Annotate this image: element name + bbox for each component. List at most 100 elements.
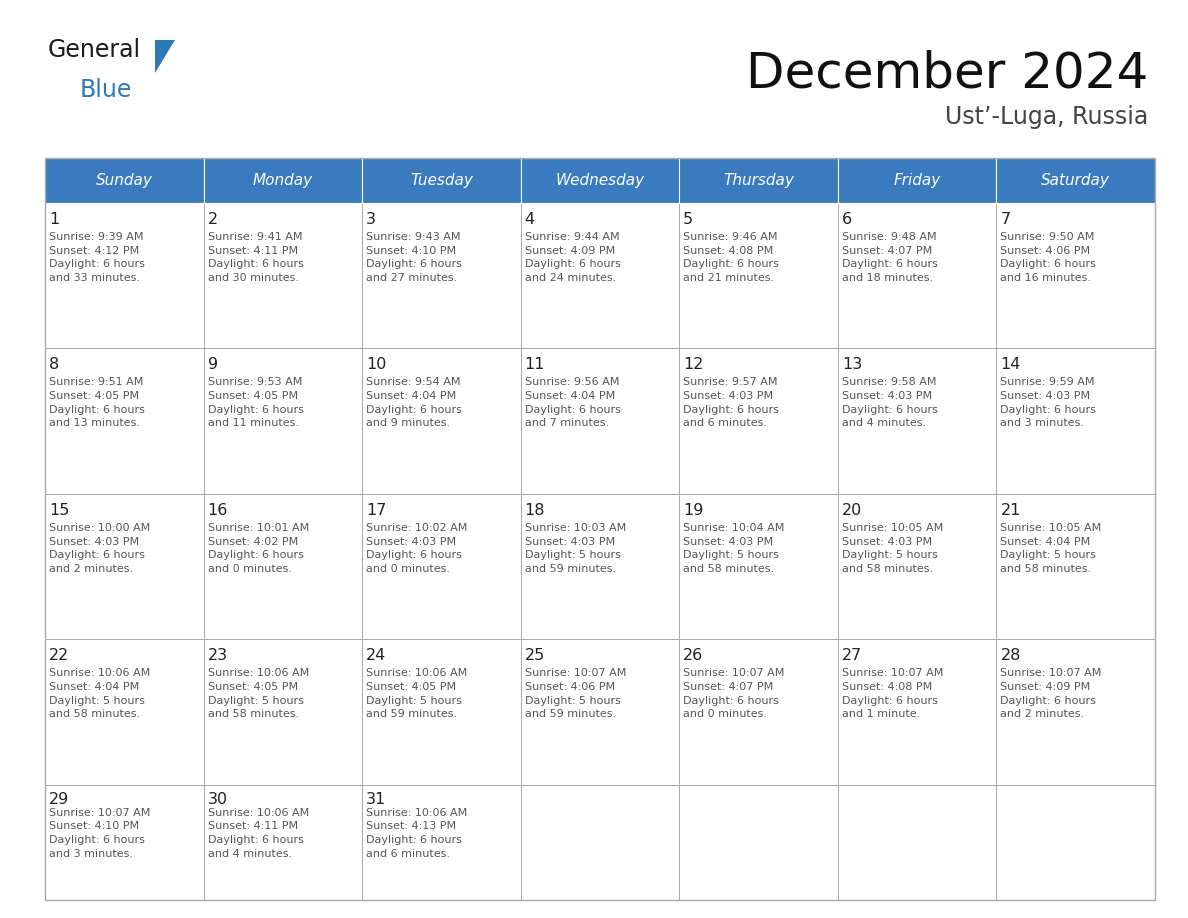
Bar [362, 203, 520, 348]
Text: Sunrise: 9:54 AM
Sunset: 4:04 PM
Daylight: 6 hours
and 9 minutes.: Sunrise: 9:54 AM Sunset: 4:04 PM Dayligh… [366, 377, 462, 429]
Text: 27: 27 [842, 648, 862, 663]
Text: Sunrise: 10:06 AM
Sunset: 4:13 PM
Daylight: 6 hours
and 6 minutes.: Sunrise: 10:06 AM Sunset: 4:13 PM Daylig… [366, 808, 467, 858]
Bar [45, 639, 203, 785]
Bar [680, 203, 838, 348]
Text: Sunrise: 9:48 AM
Sunset: 4:07 PM
Daylight: 6 hours
and 18 minutes.: Sunrise: 9:48 AM Sunset: 4:07 PM Dayligh… [842, 232, 937, 283]
Text: 26: 26 [683, 648, 703, 663]
Text: Sunrise: 10:07 AM
Sunset: 4:10 PM
Daylight: 6 hours
and 3 minutes.: Sunrise: 10:07 AM Sunset: 4:10 PM Daylig… [49, 808, 151, 858]
Text: 28: 28 [1000, 648, 1020, 663]
Text: Sunrise: 9:59 AM
Sunset: 4:03 PM
Daylight: 6 hours
and 3 minutes.: Sunrise: 9:59 AM Sunset: 4:03 PM Dayligh… [1000, 377, 1097, 429]
Text: 31: 31 [366, 791, 386, 807]
Bar [520, 158, 680, 203]
Text: Thursday: Thursday [723, 173, 794, 188]
Bar [520, 639, 680, 785]
Text: Sunrise: 10:05 AM
Sunset: 4:03 PM
Daylight: 5 hours
and 58 minutes.: Sunrise: 10:05 AM Sunset: 4:03 PM Daylig… [842, 523, 943, 574]
Text: Sunrise: 10:06 AM
Sunset: 4:05 PM
Daylight: 5 hours
and 59 minutes.: Sunrise: 10:06 AM Sunset: 4:05 PM Daylig… [366, 668, 467, 719]
Bar [45, 348, 203, 494]
Text: Sunrise: 10:04 AM
Sunset: 4:03 PM
Daylight: 5 hours
and 58 minutes.: Sunrise: 10:04 AM Sunset: 4:03 PM Daylig… [683, 523, 784, 574]
Text: 10: 10 [366, 357, 386, 372]
Text: Sunrise: 10:07 AM
Sunset: 4:07 PM
Daylight: 6 hours
and 0 minutes.: Sunrise: 10:07 AM Sunset: 4:07 PM Daylig… [683, 668, 784, 719]
Text: Tuesday: Tuesday [410, 173, 473, 188]
Bar [997, 203, 1155, 348]
Text: 9: 9 [208, 357, 217, 372]
Bar [838, 785, 997, 900]
Text: Sunrise: 9:53 AM
Sunset: 4:05 PM
Daylight: 6 hours
and 11 minutes.: Sunrise: 9:53 AM Sunset: 4:05 PM Dayligh… [208, 377, 303, 429]
Text: Wednesday: Wednesday [556, 173, 645, 188]
Text: 6: 6 [842, 211, 852, 227]
Bar [203, 785, 362, 900]
Bar [680, 348, 838, 494]
Text: Monday: Monday [253, 173, 312, 188]
Text: 14: 14 [1000, 357, 1020, 372]
Bar [362, 348, 520, 494]
Bar [680, 639, 838, 785]
Bar [45, 494, 203, 639]
Text: Sunrise: 9:46 AM
Sunset: 4:08 PM
Daylight: 6 hours
and 21 minutes.: Sunrise: 9:46 AM Sunset: 4:08 PM Dayligh… [683, 232, 779, 283]
Bar [838, 158, 997, 203]
Bar [203, 494, 362, 639]
Text: 21: 21 [1000, 502, 1020, 518]
Bar [45, 158, 203, 203]
Text: 5: 5 [683, 211, 694, 227]
Bar [45, 785, 203, 900]
Text: Blue: Blue [80, 78, 132, 102]
Bar [362, 639, 520, 785]
Bar [45, 158, 1155, 900]
Text: December 2024: December 2024 [746, 50, 1148, 98]
Bar [362, 494, 520, 639]
Bar [520, 203, 680, 348]
Text: Sunday: Sunday [96, 173, 153, 188]
Bar [997, 785, 1155, 900]
Bar [838, 639, 997, 785]
Text: Sunrise: 10:06 AM
Sunset: 4:05 PM
Daylight: 5 hours
and 58 minutes.: Sunrise: 10:06 AM Sunset: 4:05 PM Daylig… [208, 668, 309, 719]
Text: 20: 20 [842, 502, 862, 518]
Text: Sunrise: 9:56 AM
Sunset: 4:04 PM
Daylight: 6 hours
and 7 minutes.: Sunrise: 9:56 AM Sunset: 4:04 PM Dayligh… [525, 377, 620, 429]
Text: Sunrise: 9:41 AM
Sunset: 4:11 PM
Daylight: 6 hours
and 30 minutes.: Sunrise: 9:41 AM Sunset: 4:11 PM Dayligh… [208, 232, 303, 283]
Text: Sunrise: 9:57 AM
Sunset: 4:03 PM
Daylight: 6 hours
and 6 minutes.: Sunrise: 9:57 AM Sunset: 4:03 PM Dayligh… [683, 377, 779, 429]
Bar [362, 158, 520, 203]
Text: Sunrise: 10:07 AM
Sunset: 4:09 PM
Daylight: 6 hours
and 2 minutes.: Sunrise: 10:07 AM Sunset: 4:09 PM Daylig… [1000, 668, 1101, 719]
Text: Sunrise: 10:02 AM
Sunset: 4:03 PM
Daylight: 6 hours
and 0 minutes.: Sunrise: 10:02 AM Sunset: 4:03 PM Daylig… [366, 523, 468, 574]
Text: Sunrise: 10:05 AM
Sunset: 4:04 PM
Daylight: 5 hours
and 58 minutes.: Sunrise: 10:05 AM Sunset: 4:04 PM Daylig… [1000, 523, 1101, 574]
Text: 2: 2 [208, 211, 217, 227]
Text: Sunrise: 9:51 AM
Sunset: 4:05 PM
Daylight: 6 hours
and 13 minutes.: Sunrise: 9:51 AM Sunset: 4:05 PM Dayligh… [49, 377, 145, 429]
Text: 11: 11 [525, 357, 545, 372]
Text: 19: 19 [683, 502, 703, 518]
Polygon shape [154, 40, 175, 73]
Bar [997, 158, 1155, 203]
Bar [45, 203, 203, 348]
Text: 3: 3 [366, 211, 377, 227]
Text: 25: 25 [525, 648, 545, 663]
Bar [680, 785, 838, 900]
Bar [997, 348, 1155, 494]
Text: Sunrise: 9:44 AM
Sunset: 4:09 PM
Daylight: 6 hours
and 24 minutes.: Sunrise: 9:44 AM Sunset: 4:09 PM Dayligh… [525, 232, 620, 283]
Text: Sunrise: 10:00 AM
Sunset: 4:03 PM
Daylight: 6 hours
and 2 minutes.: Sunrise: 10:00 AM Sunset: 4:03 PM Daylig… [49, 523, 150, 574]
Bar [680, 494, 838, 639]
Text: Sunrise: 9:50 AM
Sunset: 4:06 PM
Daylight: 6 hours
and 16 minutes.: Sunrise: 9:50 AM Sunset: 4:06 PM Dayligh… [1000, 232, 1097, 283]
Text: Sunrise: 9:43 AM
Sunset: 4:10 PM
Daylight: 6 hours
and 27 minutes.: Sunrise: 9:43 AM Sunset: 4:10 PM Dayligh… [366, 232, 462, 283]
Text: 22: 22 [49, 648, 69, 663]
Text: General: General [48, 38, 141, 62]
Bar [997, 494, 1155, 639]
Bar [838, 203, 997, 348]
Bar [838, 348, 997, 494]
Bar [520, 348, 680, 494]
Bar [203, 348, 362, 494]
Text: 17: 17 [366, 502, 386, 518]
Text: 29: 29 [49, 791, 69, 807]
Text: 24: 24 [366, 648, 386, 663]
Text: Sunrise: 9:58 AM
Sunset: 4:03 PM
Daylight: 6 hours
and 4 minutes.: Sunrise: 9:58 AM Sunset: 4:03 PM Dayligh… [842, 377, 937, 429]
Text: 13: 13 [842, 357, 862, 372]
Text: Friday: Friday [893, 173, 941, 188]
Text: 1: 1 [49, 211, 59, 227]
Bar [362, 785, 520, 900]
Text: 30: 30 [208, 791, 228, 807]
Text: 12: 12 [683, 357, 703, 372]
Bar [838, 494, 997, 639]
Bar [203, 639, 362, 785]
Text: 18: 18 [525, 502, 545, 518]
Text: 8: 8 [49, 357, 59, 372]
Text: Saturday: Saturday [1041, 173, 1110, 188]
Text: Sunrise: 10:07 AM
Sunset: 4:08 PM
Daylight: 6 hours
and 1 minute.: Sunrise: 10:07 AM Sunset: 4:08 PM Daylig… [842, 668, 943, 719]
Text: 7: 7 [1000, 211, 1011, 227]
